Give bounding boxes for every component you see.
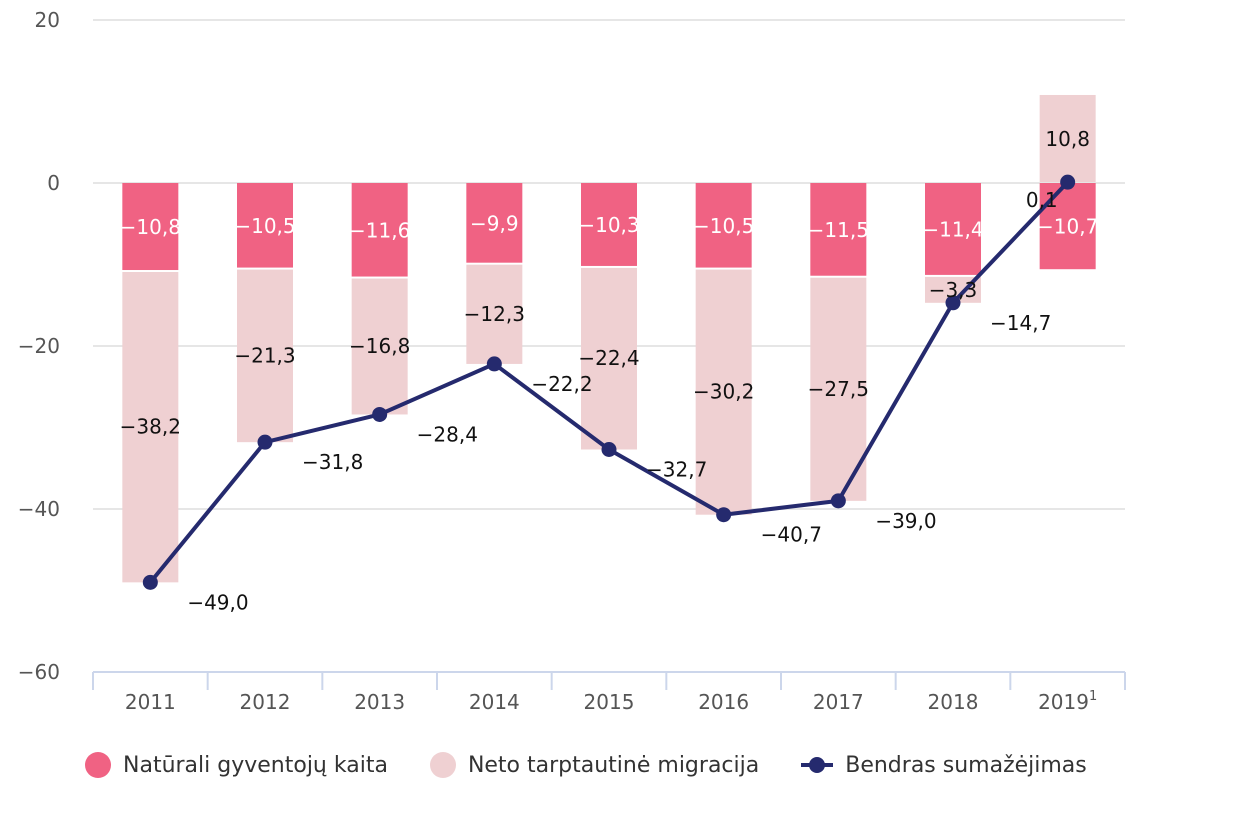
data-label-total-decrease: −14,7 — [990, 311, 1051, 335]
total-decrease-point-2016 — [716, 507, 732, 523]
x-tick-label: 20191 — [1038, 689, 1097, 714]
legend-label-total-decrease: Bendras sumažėjimas — [845, 752, 1087, 778]
x-tick-label: 2017 — [813, 690, 864, 714]
legend-item-net-migration[interactable]: Neto tarptautinė migracija — [429, 752, 760, 778]
bar-natural-change-2017 — [810, 183, 867, 276]
total-decrease-point-2014 — [486, 356, 502, 372]
bar-net-migration-2017 — [810, 277, 867, 501]
bar-net-migration-2011 — [122, 272, 179, 583]
bar-net-migration-2019 — [1039, 94, 1096, 182]
data-label-natural-change: −10,5 — [693, 214, 754, 238]
bar-net-migration-2015 — [581, 267, 637, 450]
legend: Natūrali gyventojų kaita Neto tarptautin… — [85, 752, 1129, 778]
x-tick-label: 2013 — [354, 690, 405, 714]
legend-label-net-migration: Neto tarptautinė migracija — [467, 752, 760, 778]
y-tick-label: −20 — [18, 334, 60, 358]
bar-natural-change-2011 — [122, 183, 179, 271]
legend-item-total-decrease[interactable]: Bendras sumažėjimas — [801, 752, 1087, 778]
total-decrease-point-2011 — [142, 574, 158, 590]
data-label-net-migration: −30,2 — [693, 380, 754, 404]
total-decrease-point-2018 — [945, 295, 961, 311]
legend-swatch-natural-change — [85, 752, 111, 778]
data-label-natural-change: −10,7 — [1037, 215, 1098, 239]
bar-net-migration-2012 — [237, 269, 293, 443]
data-label-total-decrease: 0,1 — [1026, 188, 1058, 212]
data-label-total-decrease: −31,8 — [302, 450, 363, 474]
x-tick-label: 2014 — [469, 690, 520, 714]
data-label-net-migration: −22,4 — [578, 346, 639, 370]
data-label-natural-change: −10,3 — [578, 213, 639, 237]
total-decrease-point-2013 — [372, 406, 388, 422]
bar-natural-change-2019 — [1039, 183, 1096, 270]
bar-natural-change-2016 — [695, 183, 752, 268]
data-label-total-decrease: −28,4 — [417, 422, 478, 446]
data-label-net-migration: −38,2 — [120, 415, 181, 439]
data-label-total-decrease: −22,2 — [531, 372, 592, 396]
data-label-net-migration: −21,3 — [234, 343, 295, 367]
total-decrease-point-2012 — [257, 434, 273, 450]
x-tick-label: 2016 — [698, 690, 749, 714]
data-label-natural-change: −11,4 — [922, 217, 983, 241]
data-label-natural-change: −9,9 — [470, 211, 519, 235]
data-label-net-migration: 10,8 — [1045, 127, 1090, 151]
data-labels: −10,8 −38,2 −10,5 −21,3 −11,6 −16,8 −9,9 −12,3 −… — [120, 127, 1099, 614]
total-decrease-point-2015 — [601, 442, 617, 458]
chart: 200−20−40−60 2011 2012 2013 2014 2015 2016 201… — [18, 8, 1126, 714]
data-label-total-decrease: −49,0 — [187, 590, 248, 614]
data-label-total-decrease: −32,7 — [646, 458, 707, 482]
bar-natural-change-2014 — [466, 183, 523, 263]
x-tick-label: 2018 — [928, 690, 979, 714]
bar-natural-change-2018 — [925, 183, 981, 275]
bar-natural-change-2015 — [581, 183, 637, 266]
data-label-total-decrease: −39,0 — [875, 509, 936, 533]
data-label-net-migration: −12,3 — [464, 302, 525, 326]
x-tick-footnote: 1 — [1089, 689, 1097, 704]
legend-swatch-total-decrease — [801, 752, 834, 778]
y-tick-label: −60 — [18, 660, 60, 684]
data-label-natural-change: −11,6 — [349, 218, 410, 242]
bar-natural-change-2013 — [351, 183, 408, 277]
bar-natural-change-2012 — [237, 183, 293, 268]
total-decrease-point-2019 — [1060, 174, 1076, 190]
x-tick-label: 2011 — [125, 690, 176, 714]
data-label-natural-change: −10,5 — [234, 214, 295, 238]
y-axis-ticks: 20 0 −20 −40 −60 — [18, 8, 60, 684]
x-axis: 2011 2012 2013 2014 2015 2016 2017 2018 20191 — [92, 671, 1126, 714]
bars — [122, 94, 1096, 583]
legend-swatch-net-migration — [429, 752, 456, 778]
y-tick-label: 0 — [47, 171, 60, 195]
data-label-net-migration: −3,3 — [929, 278, 978, 302]
bar-net-migration-2016 — [695, 269, 752, 515]
line-series — [142, 174, 1076, 590]
data-label-net-migration: −27,5 — [808, 377, 869, 401]
legend-label-natural-change: Natūrali gyventojų kaita — [123, 752, 388, 778]
x-tick-label: 2015 — [584, 690, 635, 714]
data-label-net-migration: −16,8 — [349, 334, 410, 358]
total-decrease-point-2017 — [830, 493, 846, 509]
data-label-natural-change: −11,5 — [808, 218, 869, 242]
data-label-natural-change: −10,8 — [120, 215, 181, 239]
y-tick-label: −40 — [18, 497, 60, 521]
data-label-total-decrease: −40,7 — [761, 523, 822, 547]
x-tick-label: 2012 — [240, 690, 291, 714]
legend-item-natural-change[interactable]: Natūrali gyventojų kaita — [85, 752, 388, 778]
y-tick-label: 20 — [35, 8, 60, 32]
bar-net-migration-2014 — [466, 264, 523, 364]
bar-net-migration-2013 — [351, 278, 408, 415]
